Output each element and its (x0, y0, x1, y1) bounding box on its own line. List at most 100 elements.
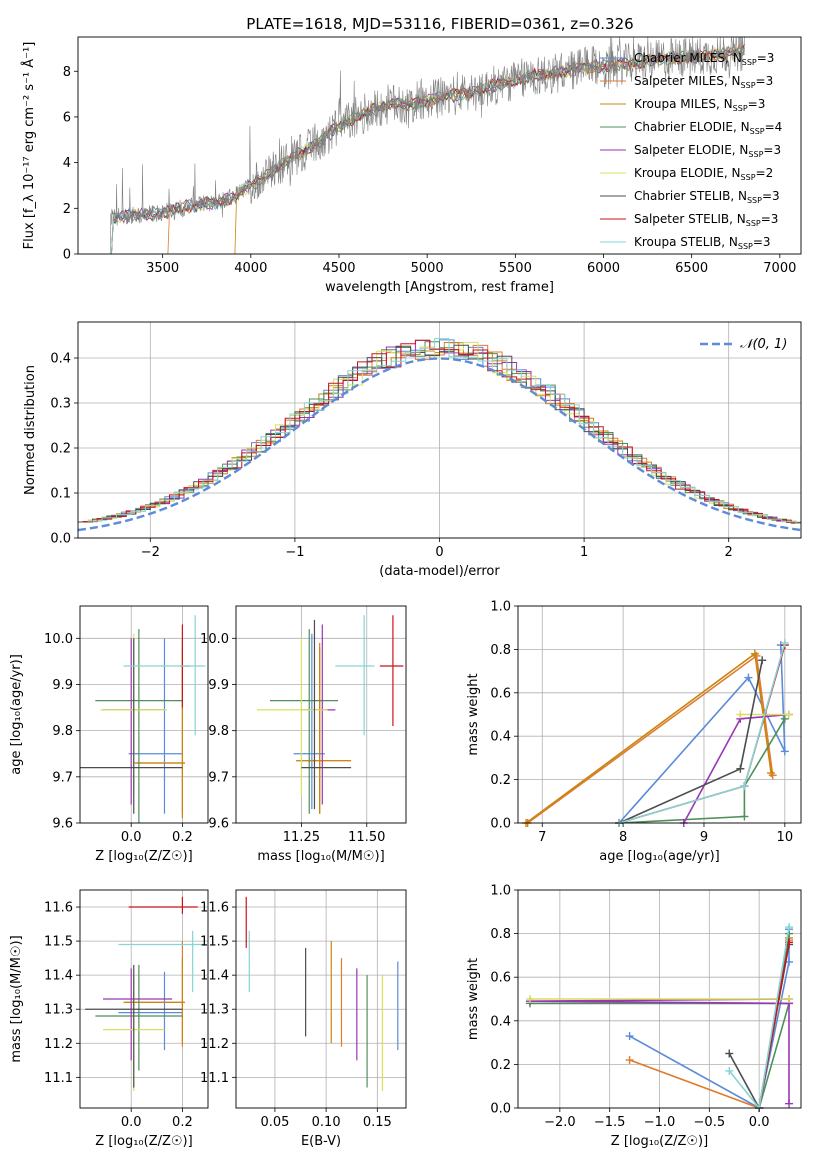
legend-subscript: SSP (733, 104, 748, 113)
y-tick-label: 11.4 (200, 969, 229, 984)
plus-marker (785, 1099, 794, 1108)
y-tick-label: 6 (63, 110, 71, 125)
x-tick-label: 1 (580, 545, 588, 560)
y-tick-label: 0.2 (490, 1058, 511, 1073)
legend-subscript: SSP (748, 150, 763, 159)
axes-frame (235, 889, 407, 1109)
spectrum-panel: 3500 4000 4500 5000 5500 6000 6500 7000 0 2 4 6 8 wav… (21, 36, 802, 295)
x-axis-label: (data-model)/error (379, 564, 500, 579)
x-tick-label: 4000 (234, 261, 267, 276)
x-tick-label: 8 (619, 830, 627, 845)
plus-marker (736, 764, 745, 773)
axes-frame (79, 889, 209, 1109)
y-tick-label: 11.3 (200, 1003, 229, 1018)
x-axis-label: E(B-V) (301, 1134, 341, 1149)
y-tick-label: 9.7 (52, 770, 73, 785)
x-tick-label: 0.2 (172, 1115, 193, 1130)
x-tick-label: 11.50 (348, 830, 385, 845)
x-axis-label: mass [log₁₀(M/M☉)] (257, 849, 384, 864)
plus-marker (625, 1032, 634, 1041)
y-tick-label: 11.6 (200, 901, 229, 916)
legend-entry: Kroupa MILES, NSSP=3 (634, 97, 765, 113)
legend-subscript: SSP (741, 173, 756, 182)
age-vs-mass-panel: 11.25 11.50 9.6 9.7 9.8 9.9 10.0 mass [log₁₀(M/… (200, 605, 407, 864)
y-tick-label: 11.1 (200, 1071, 229, 1086)
legend-model-name: Chabrier MILES, N (634, 51, 742, 65)
y-tick-label: 0 (63, 248, 71, 263)
legend-entry: Salpeter STELIB, NSSP=3 (634, 212, 778, 228)
y-tick-label: 11.2 (44, 1037, 73, 1052)
histogram-step-line (82, 339, 801, 524)
x-tick-label: 7 (538, 830, 546, 845)
legend-entry: Salpeter ELODIE, NSSP=3 (634, 143, 781, 159)
legend-model-name: Salpeter MILES, N (634, 74, 741, 88)
x-tick-label: 2 (725, 545, 733, 560)
y-axis-label: Normed distribution (23, 365, 38, 495)
legend-model-name: Chabrier ELODIE, N (634, 120, 750, 134)
plus-marker (525, 995, 534, 1003)
y-axis-label: Flux [f_λ 10⁻¹⁷ erg cm⁻² s⁻¹ Å⁻¹] (21, 42, 37, 250)
x-axis-label: wavelength [Angstrom, rest frame] (325, 280, 554, 295)
x-tick-label: 0.0 (749, 1115, 770, 1130)
model-spectrum-line (109, 44, 745, 254)
legend-nssp-value: =2 (756, 166, 774, 180)
x-tick-label: 3500 (146, 261, 179, 276)
x-tick-label: 6500 (675, 261, 708, 276)
errorbar-point (296, 642, 352, 814)
legend-entry: Kroupa STELIB, NSSP=3 (634, 235, 771, 251)
legend-subscript: SSP (742, 58, 757, 67)
errorbar-point (95, 964, 183, 1071)
weight-series-line (529, 998, 790, 1104)
errorbar-point (270, 629, 338, 814)
y-tick-label: 11.6 (44, 901, 73, 916)
x-tick-label: 4500 (322, 261, 355, 276)
weight-series-line (527, 654, 774, 824)
weight-series-line (683, 713, 789, 824)
y-tick-label: 11.3 (44, 1003, 73, 1018)
plus-marker (784, 710, 793, 719)
y-tick-label: 9.6 (208, 817, 229, 832)
x-tick-label: 9 (700, 830, 708, 845)
legend-nssp-value: =3 (763, 143, 781, 157)
axes-frame (235, 605, 407, 824)
plus-marker (725, 1049, 734, 1058)
x-tick-label: −2 (141, 545, 160, 560)
legend-nssp-value: =3 (761, 212, 779, 226)
legend-nssp-value: =3 (753, 235, 771, 249)
errorbar-point (301, 619, 352, 810)
axes-frame (77, 36, 802, 255)
figure-title: PLATE=1618, MJD=53116, FIBERID=0361, z=0… (246, 15, 633, 33)
errorbar-point (126, 941, 185, 1047)
errorbar-point (335, 615, 375, 736)
y-axis-label: mass weight (466, 673, 481, 755)
normal-reference-curve (77, 357, 802, 532)
legend-model-name: Salpeter ELODIE, N (634, 143, 748, 157)
plus-marker (785, 923, 794, 932)
x-axis-label: Z [log₁₀(Z/Z☉)] (95, 849, 192, 864)
y-tick-label: 0.2 (50, 442, 71, 457)
errorbar-point (85, 964, 183, 1088)
plus-marker (625, 1056, 634, 1065)
y-tick-label: 1.0 (490, 600, 511, 615)
errorbar-point (123, 615, 206, 736)
errorbar-point (128, 638, 183, 814)
y-tick-label: 1.0 (490, 884, 511, 899)
errorbar-point (123, 958, 185, 1044)
legend-model-name: Kroupa MILES, N (634, 97, 733, 111)
y-axis-label: mass [log₁₀(M/M☉)] (9, 935, 24, 1062)
y-tick-label: 0.2 (490, 773, 511, 788)
age-vs-metallicity-panel: 0.0 0.2 9.6 9.7 9.8 9.9 10.0 Z [log₁₀(Z/Z☉)] age… (9, 605, 209, 864)
x-axis-label: Z [log₁₀(Z/Z☉)] (95, 1134, 192, 1149)
y-tick-label: 0.6 (490, 971, 511, 986)
y-tick-label: 11.5 (44, 935, 73, 950)
y-tick-label: 9.6 (52, 817, 73, 832)
y-tick-label: 0.0 (50, 532, 71, 547)
legend-nssp-value: =3 (748, 97, 766, 111)
legend-nssp-value: =3 (762, 189, 780, 203)
errorbar-point (118, 930, 206, 993)
legend-entry: Kroupa ELODIE, NSSP=2 (634, 166, 773, 182)
errorbar-point (256, 638, 328, 796)
histogram-step-line (87, 338, 801, 524)
x-tick-label: 5500 (499, 261, 532, 276)
